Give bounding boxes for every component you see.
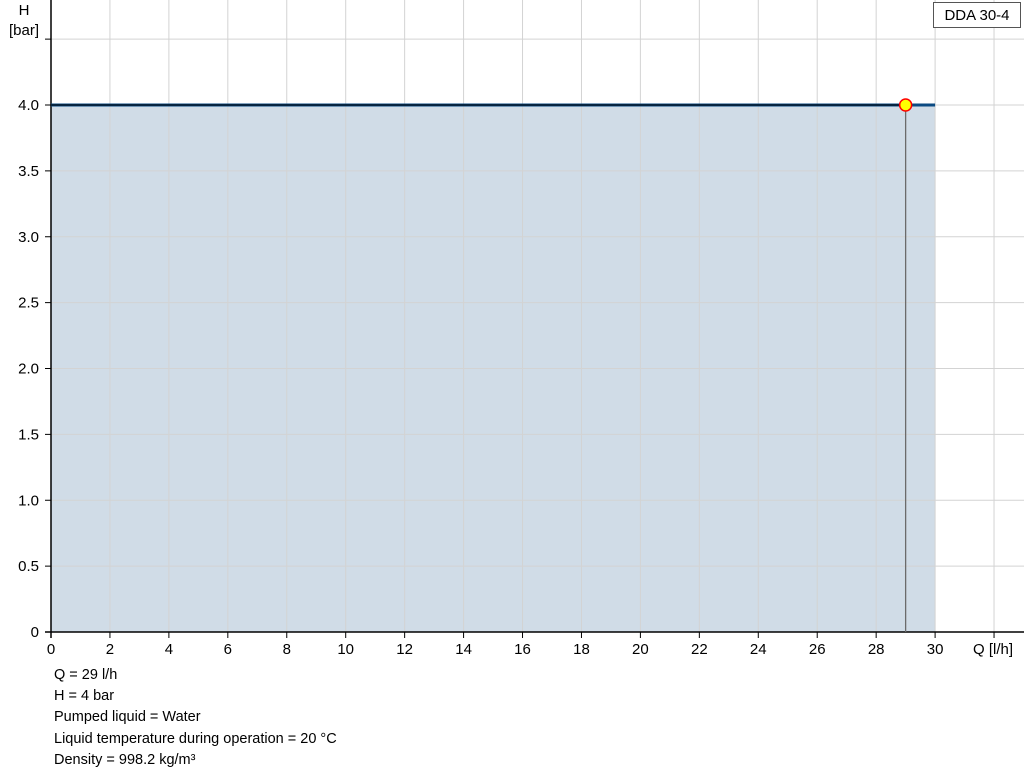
info-liquid: Pumped liquid = Water xyxy=(54,709,201,726)
operating-info: Q = 29 l/h H = 4 bar Pumped liquid = Wat… xyxy=(54,665,337,771)
x-tick-label: 30 xyxy=(927,641,944,658)
y-tick-label: 2.0 xyxy=(18,361,39,378)
x-tick-label: 18 xyxy=(573,641,590,658)
y-tick-label: 0.5 xyxy=(18,558,39,575)
y-tick-label: 1.5 xyxy=(18,426,39,443)
x-tick-label: 4 xyxy=(165,641,173,658)
x-tick-label: 2 xyxy=(106,641,114,658)
x-tick-label: 22 xyxy=(691,641,708,658)
y-tick-label: 3.0 xyxy=(18,229,39,246)
y-tick-label: 0 xyxy=(31,624,39,641)
x-tick-label: 6 xyxy=(224,641,232,658)
info-density: Density = 998.2 kg/m³ xyxy=(54,751,196,768)
x-tick-label: 8 xyxy=(283,641,291,658)
x-tick-label: 16 xyxy=(514,641,531,658)
y-tick-label: 1.0 xyxy=(18,492,39,509)
legend-pump-model: DDA 30-4 xyxy=(933,2,1021,28)
x-axis-label: Q [l/h] xyxy=(973,641,1013,658)
x-tick-label: 26 xyxy=(809,641,826,658)
y-axis-unit: [bar] xyxy=(9,22,39,39)
x-tick-label: 28 xyxy=(868,641,885,658)
y-tick-label: 4.0 xyxy=(18,97,39,114)
info-temperature: Liquid temperature during operation = 20… xyxy=(54,730,337,747)
duty-point-marker xyxy=(898,98,913,112)
y-tick-label: 2.5 xyxy=(18,295,39,312)
y-axis-label: H xyxy=(19,2,30,19)
x-tick-label: 24 xyxy=(750,641,767,658)
x-tick-label: 12 xyxy=(396,641,413,658)
info-flow: Q = 29 l/h xyxy=(54,667,118,683)
x-tick-label: 14 xyxy=(455,641,472,658)
info-head: H = 4 bar xyxy=(54,688,115,705)
x-tick-label: 10 xyxy=(337,641,354,658)
x-tick-label: 20 xyxy=(632,641,649,658)
y-tick-label: 3.5 xyxy=(18,163,39,180)
x-tick-label: 0 xyxy=(47,641,55,658)
